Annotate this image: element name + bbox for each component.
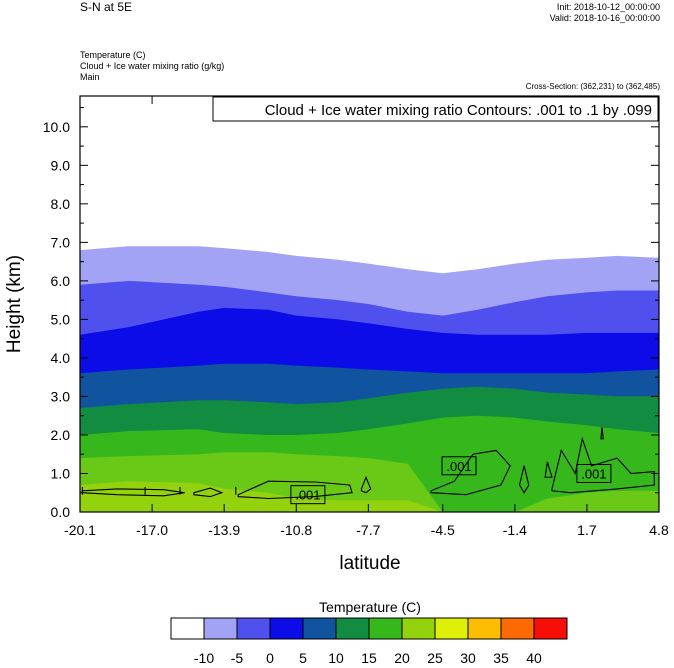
legend-swatch [401, 617, 436, 640]
legend-swatch [302, 617, 337, 640]
cloud-ice-contour [600, 427, 604, 440]
legend-label: 40 [526, 650, 542, 666]
y-tick-label: 10.0 [43, 119, 70, 135]
legend-swatch [500, 617, 535, 640]
cloud-ice-contour [518, 465, 530, 494]
x-tick-label: -4.5 [431, 522, 455, 538]
cloud-ice-contour [544, 461, 553, 478]
legend-label: -10 [194, 650, 214, 666]
x-axis-label: latitude [339, 553, 400, 574]
legend-swatch [203, 617, 238, 640]
legend-label: 15 [361, 650, 377, 666]
legend-swatch [434, 617, 469, 640]
legend-label: -5 [231, 650, 244, 666]
legend-swatch [467, 617, 502, 640]
contour-label: .001 [446, 459, 471, 474]
legend-swatch [335, 617, 370, 640]
y-tick-label: 5.0 [51, 311, 71, 327]
x-tick-label: -10.8 [280, 522, 312, 538]
legend-label: 5 [299, 650, 307, 666]
legend-swatch [533, 617, 568, 640]
y-tick-label: 4.0 [51, 350, 71, 366]
contour-label-box [290, 485, 326, 505]
x-tick-label: 4.8 [649, 522, 669, 538]
legend-swatch [368, 617, 403, 640]
legend-label: 0 [266, 650, 274, 666]
field-label-cloud-ice: Cloud + Ice water mixing ratio (g/kg) [80, 61, 225, 71]
plot-title: S-N at 5E [80, 0, 133, 14]
x-tick-label: 1.7 [577, 522, 597, 538]
contour-info-text: Cloud + Ice water mixing ratio Contours:… [265, 102, 652, 119]
field-label-temperature: Temperature (C) [80, 50, 146, 60]
cloud-ice-contour [81, 488, 185, 497]
legend-title: Temperature (C) [319, 599, 421, 615]
legend-swatch [269, 617, 304, 640]
plot-frame [79, 95, 660, 513]
cloud-ice-contour [193, 487, 224, 498]
x-tick-label: -20.1 [64, 522, 96, 538]
init-time: Init: 2018-10-12_00:00:00 [556, 2, 660, 12]
field-label-main: Main [80, 72, 100, 82]
y-axis-label: Height (km) [4, 255, 25, 353]
contour-label: .001 [581, 466, 606, 481]
legend-label: 30 [460, 650, 476, 666]
temperature-band-below-25 [80, 481, 659, 512]
legend-label: 25 [427, 650, 443, 666]
y-tick-label: 0.0 [51, 504, 71, 520]
x-tick-label: -17.0 [136, 522, 168, 538]
legend-label: 20 [394, 650, 410, 666]
contour-label: .001 [295, 488, 320, 503]
y-tick-label: 1.0 [51, 465, 71, 481]
legend-swatch [170, 617, 205, 640]
cloud-ice-contour [551, 436, 655, 494]
legend-label: 35 [493, 650, 509, 666]
x-tick-label: -13.9 [208, 522, 240, 538]
contour-label-box [441, 456, 477, 476]
y-tick-label: 7.0 [51, 234, 71, 250]
cloud-ice-contour [360, 475, 372, 494]
valid-time: Valid: 2018-10-16_00:00:00 [549, 13, 660, 23]
y-tick-label: 2.0 [51, 427, 71, 443]
x-tick-label: -7.7 [356, 522, 380, 538]
y-tick-label: 8.0 [51, 196, 71, 212]
contour-label-box [576, 463, 612, 483]
legend-swatch [236, 617, 271, 640]
contour-info-box [212, 96, 659, 122]
y-tick-label: 9.0 [51, 157, 71, 173]
legend-label: 10 [328, 650, 344, 666]
x-tick-label: -1.4 [503, 522, 527, 538]
y-tick-label: 3.0 [51, 388, 71, 404]
y-tick-label: 6.0 [51, 273, 71, 289]
cloud-ice-contour [430, 449, 511, 496]
cloud-ice-contour [237, 480, 353, 500]
cross-section-label: Cross-Section: (362,231) to (362,485) [525, 82, 660, 91]
